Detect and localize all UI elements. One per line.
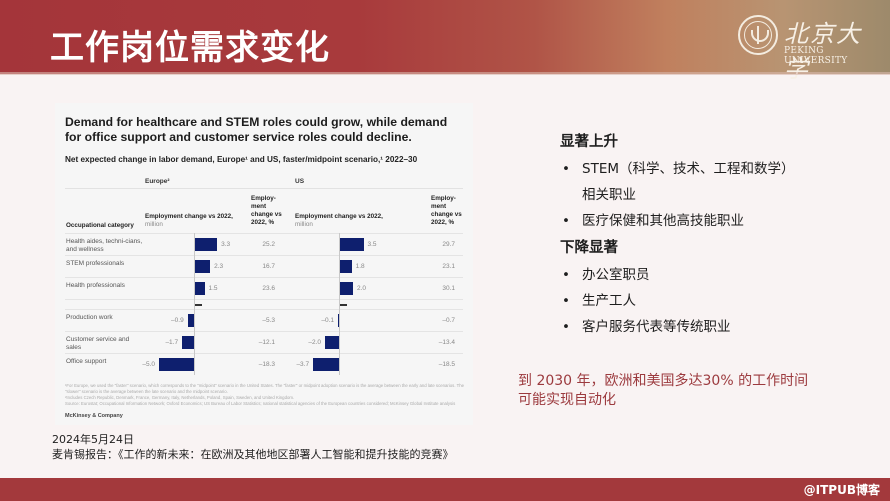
rise-item: • STEM（科学、技术、工程和数学） <box>560 156 860 182</box>
university-seal-icon <box>738 15 778 55</box>
logo-name-en: PEKING UNIVERSITY <box>784 46 848 66</box>
bar-value-label: 3.3 <box>221 241 231 248</box>
category-label: Health aides, techni-cians, and wellness <box>66 238 143 253</box>
bar-value-label: 2.3 <box>214 263 224 270</box>
region-us-label: US <box>295 178 305 185</box>
bar-value-label: –3.7 <box>296 361 310 368</box>
row-separator <box>65 299 463 309</box>
table-row: Customer service and sales –1.7 –12.1 –2.0 –… <box>65 331 463 353</box>
percent-change-value: 23.6 <box>262 285 275 292</box>
rise-item: • 医疗保健和其他高技能职业 <box>560 208 860 234</box>
bullet-icon: • <box>562 293 570 309</box>
europe-zero-axis <box>194 233 195 375</box>
bar-value-label: 1.8 <box>355 263 365 270</box>
europe-bar <box>182 336 194 349</box>
fall-item: • 办公室职员 <box>560 262 860 288</box>
category-column-header: Occupational category <box>66 222 134 229</box>
slide-footer: @ITPUB博客 <box>0 478 890 501</box>
table-row: Health aides, techni-cians, and wellness… <box>65 233 463 255</box>
us-bar <box>313 358 339 371</box>
bar-value-label: –5.0 <box>142 361 155 368</box>
table-row: Production work –0.9 –5.3 –0.1 –0.7 <box>65 309 463 331</box>
category-label: Production work <box>66 314 113 321</box>
percent-change-value: –12.1 <box>258 339 275 346</box>
percent-change-value: 30.1 <box>442 285 455 292</box>
us-bar <box>338 314 339 327</box>
europe-bar <box>159 358 194 371</box>
bullet-icon: • <box>562 319 570 335</box>
europe-change-header: Employment change vs 2022, million <box>145 213 233 228</box>
chart-footnotes: ¹For Europe, we used the "faster" scenar… <box>65 383 465 406</box>
region-labels: Europe² US <box>65 172 463 188</box>
chart-title: Demand for healthcare and STEM roles cou… <box>65 115 448 144</box>
europe-bar <box>187 314 194 327</box>
region-europe-label: Europe² <box>145 178 170 185</box>
source-report: 麦肯锡报告：《工作的新未来：在欧洲及其他地区部署人工智能和提升技能的竞赛》 <box>52 448 454 461</box>
percent-change-value: –18.5 <box>438 361 455 368</box>
europe-bar <box>194 238 218 251</box>
percent-change-value: –0.7 <box>442 317 455 324</box>
us-bar <box>339 238 364 251</box>
summary-panel: 显著上升 • STEM（科学、技术、工程和数学） 相关职业 • 医疗保健和其他高… <box>560 130 860 340</box>
bullet-icon: • <box>562 267 570 283</box>
bar-value-label: –0.1 <box>321 317 334 324</box>
bar-value-label: –2.0 <box>308 339 321 346</box>
slide-title: 工作岗位需求变化 <box>50 28 330 68</box>
us-bar <box>339 260 352 273</box>
us-zero-axis <box>339 233 340 375</box>
category-label: Customer service and sales <box>66 336 130 351</box>
bullet-icon: • <box>562 213 570 229</box>
zero-tick <box>339 304 347 306</box>
bar-value-label: 2.0 <box>357 285 367 292</box>
fall-item: • 生产工人 <box>560 288 860 314</box>
rise-heading: 显著上升 <box>560 134 618 150</box>
percent-change-value: 23.1 <box>442 263 455 270</box>
zero-tick <box>194 304 202 306</box>
bullet-icon: • <box>562 161 570 177</box>
europe-bar <box>194 260 211 273</box>
chart-rows: Health aides, techni-cians, and wellness… <box>65 233 463 375</box>
percent-change-value: –18.3 <box>258 361 275 368</box>
table-row: Health professionals 1.5 23.6 2.0 30.1 <box>65 277 463 299</box>
table-row: Office support –5.0 –18.3 –3.7 –18.5 <box>65 353 463 375</box>
category-label: STEM professionals <box>66 260 125 267</box>
europe-bar <box>194 282 205 295</box>
bar-value-label: 1.5 <box>208 285 218 292</box>
chart-subtitle: Net expected change in labor demand, Eur… <box>65 155 418 164</box>
bar-value-label: –1.7 <box>165 339 179 346</box>
europe-pct-header: Employ-ment change vs 2022, % <box>251 195 282 226</box>
us-bar <box>325 336 339 349</box>
percent-change-value: 29.7 <box>442 241 455 248</box>
category-label: Health professionals <box>66 282 125 289</box>
header-divider <box>0 72 890 75</box>
watermark: @ITPUB博客 <box>803 483 880 497</box>
bar-value-label: –0.9 <box>171 317 184 324</box>
slide-header: 工作岗位需求变化 北京大学 PEKING UNIVERSITY <box>0 0 890 83</box>
category-label: Office support <box>66 358 107 365</box>
us-pct-header: Employ-ment change vs 2022, % <box>431 195 462 226</box>
table-row: STEM professionals 2.3 16.7 1.8 23.1 <box>65 255 463 277</box>
us-change-header: Employment change vs 2022, million <box>295 213 383 228</box>
percent-change-value: 16.7 <box>262 263 275 270</box>
labor-demand-chart: Demand for healthcare and STEM roles cou… <box>55 103 473 425</box>
automation-callout: 到 2030 年，欧洲和美国多达30% 的工作时间 可能实现自动化 <box>518 373 809 408</box>
percent-change-value: –13.4 <box>438 339 455 346</box>
fall-item: • 客户服务代表等传统职业 <box>560 314 860 340</box>
rise-item-continuation: 相关职业 <box>582 187 636 203</box>
percent-change-value: 25.2 <box>262 241 275 248</box>
university-logo: 北京大学 PEKING UNIVERSITY <box>738 14 883 83</box>
fall-heading: 下降显著 <box>560 240 618 256</box>
column-headers: Occupational category Employment change … <box>65 188 463 233</box>
percent-change-value: –5.3 <box>262 317 275 324</box>
brand-credit: McKinsey & Company <box>65 413 123 419</box>
logo-name-cn: 北京大学 <box>784 20 862 83</box>
bar-value-label: 3.5 <box>367 241 377 248</box>
source-date: 2024年5月24日 <box>52 433 134 446</box>
us-bar <box>339 282 353 295</box>
source-citation: 2024年5月24日 麦肯锡报告：《工作的新未来：在欧洲及其他地区部署人工智能和… <box>52 432 454 462</box>
